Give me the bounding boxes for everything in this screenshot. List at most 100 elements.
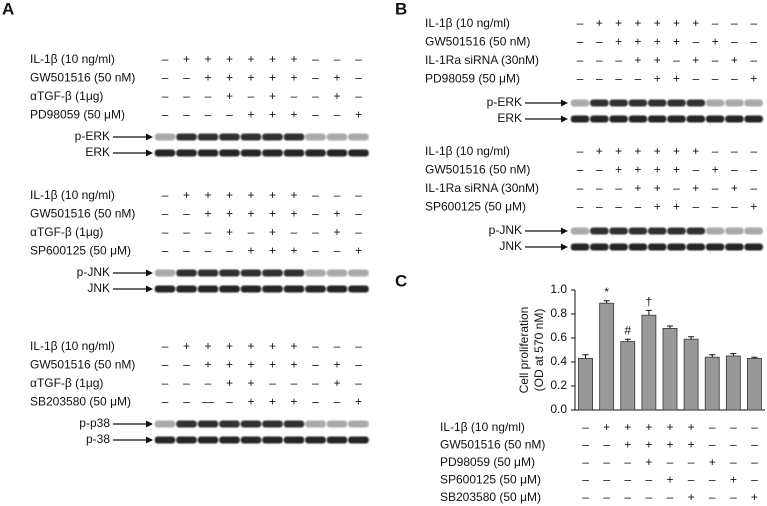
blot-band	[176, 436, 197, 444]
blot-band	[219, 269, 240, 277]
treatment-sign: –	[312, 358, 319, 372]
blot-band	[590, 227, 609, 235]
treatment-sign: –	[712, 144, 719, 158]
treatment-sign: –	[248, 89, 255, 103]
treatment-label: PD98059 (50 μM)	[30, 108, 125, 122]
treatment-sign: +	[751, 490, 758, 504]
treatment-sign: +	[654, 72, 661, 86]
treatment-sign: +	[355, 244, 362, 258]
treatment-sign: –	[673, 181, 680, 195]
treatment-sign: –	[312, 376, 319, 390]
treatment-sign: +	[712, 35, 719, 49]
treatment-sign: +	[247, 244, 254, 258]
treatment-sign: –	[596, 53, 603, 67]
error-bar	[645, 309, 652, 316]
blot-band	[305, 420, 326, 428]
band-label: p-JNK	[489, 223, 522, 237]
treatment-sign: +	[750, 72, 757, 86]
treatment-label: IL-1β (10 ng/ml)	[425, 16, 510, 30]
bar	[704, 356, 720, 411]
treatment-sign: –	[577, 35, 584, 49]
treatment-label: SP600125 (50 μM)	[425, 200, 526, 214]
treatment-sign: +	[624, 420, 631, 434]
treatment-sign: –	[577, 163, 584, 177]
error-bar	[709, 354, 716, 358]
value-annotation: †	[646, 295, 653, 309]
arrow-head	[146, 436, 153, 444]
blot-band	[705, 115, 725, 123]
treatment-label: GW501516 (50 nM)	[440, 438, 545, 452]
error-bar	[688, 336, 695, 340]
treatment-sign: +	[666, 438, 673, 452]
treatment-sign: +	[673, 200, 680, 214]
blot-band	[305, 133, 326, 141]
band-label: JNK	[499, 239, 522, 253]
treatment-sign: –	[577, 144, 584, 158]
treatment-sign: –	[751, 420, 758, 434]
treatment-sign: +	[269, 339, 276, 353]
treatment-sign: –	[731, 16, 738, 30]
treatment-sign: –	[577, 16, 584, 30]
treatment-sign: +	[596, 144, 603, 158]
treatment-label: IL-1β (10 ng/ml)	[30, 339, 115, 353]
treatment-sign: –	[646, 490, 653, 504]
blot-band	[197, 133, 219, 141]
treatment-sign: –	[667, 490, 674, 504]
treatment-sign: –	[334, 339, 341, 353]
treatment-sign: –	[162, 188, 169, 202]
band-label: p-p38	[79, 416, 110, 430]
blot-band	[176, 133, 197, 141]
treatment-sign: +	[204, 188, 211, 202]
blot-band	[647, 243, 667, 251]
blot-band	[628, 227, 648, 235]
treatment-sign: –	[183, 358, 190, 372]
blot-band	[240, 436, 262, 444]
blot-band	[667, 243, 686, 251]
blot-band	[176, 269, 197, 277]
bar	[725, 355, 741, 411]
treatment-sign: –	[751, 455, 758, 469]
treatment-sign: +	[673, 163, 680, 177]
treatment-sign: –	[730, 455, 737, 469]
treatment-sign: –	[730, 420, 737, 434]
treatment-sign: +	[634, 181, 641, 195]
blot-band	[348, 420, 369, 428]
blot-band	[725, 99, 744, 107]
bar	[641, 314, 657, 411]
treatment-sign: –	[692, 163, 699, 177]
arrow-head	[561, 115, 568, 123]
blot-band	[283, 269, 305, 277]
treatment-sign: –	[603, 473, 610, 487]
treatment-sign: –	[712, 53, 719, 67]
treatment-sign: –	[730, 438, 737, 452]
treatment-sign: +	[692, 16, 699, 30]
treatment-sign: +	[355, 395, 362, 409]
treatment-sign: –	[709, 438, 716, 452]
treatment-sign: +	[355, 108, 362, 122]
treatment-sign: –	[162, 207, 169, 221]
treatment-sign: +	[596, 16, 603, 30]
arrow-head	[146, 285, 153, 293]
blot-band	[154, 285, 176, 293]
treatment-sign: –	[582, 473, 589, 487]
treatment-sign: –	[205, 108, 212, 122]
treatment-label: IL-1Ra siRNA (30nM)	[425, 53, 539, 67]
blot-band	[744, 243, 763, 251]
treatment-sign: –	[162, 376, 169, 390]
treatment-sign: +	[269, 89, 276, 103]
treatment-sign: –	[205, 244, 212, 258]
blot-band	[609, 115, 628, 123]
blot-band	[305, 285, 326, 293]
treatment-sign: +	[290, 244, 297, 258]
treatment-sign: +	[688, 438, 695, 452]
treatment-sign: +	[673, 72, 680, 86]
treatment-sign: +	[333, 71, 340, 85]
treatment-sign: –	[355, 89, 362, 103]
treatment-sign: –	[709, 490, 716, 504]
treatment-sign: –	[688, 473, 695, 487]
treatment-sign: +	[654, 200, 661, 214]
arrow-head	[561, 243, 568, 251]
treatment-sign: –	[183, 108, 190, 122]
blot-band	[197, 285, 219, 293]
treatment-sign: –	[312, 71, 319, 85]
